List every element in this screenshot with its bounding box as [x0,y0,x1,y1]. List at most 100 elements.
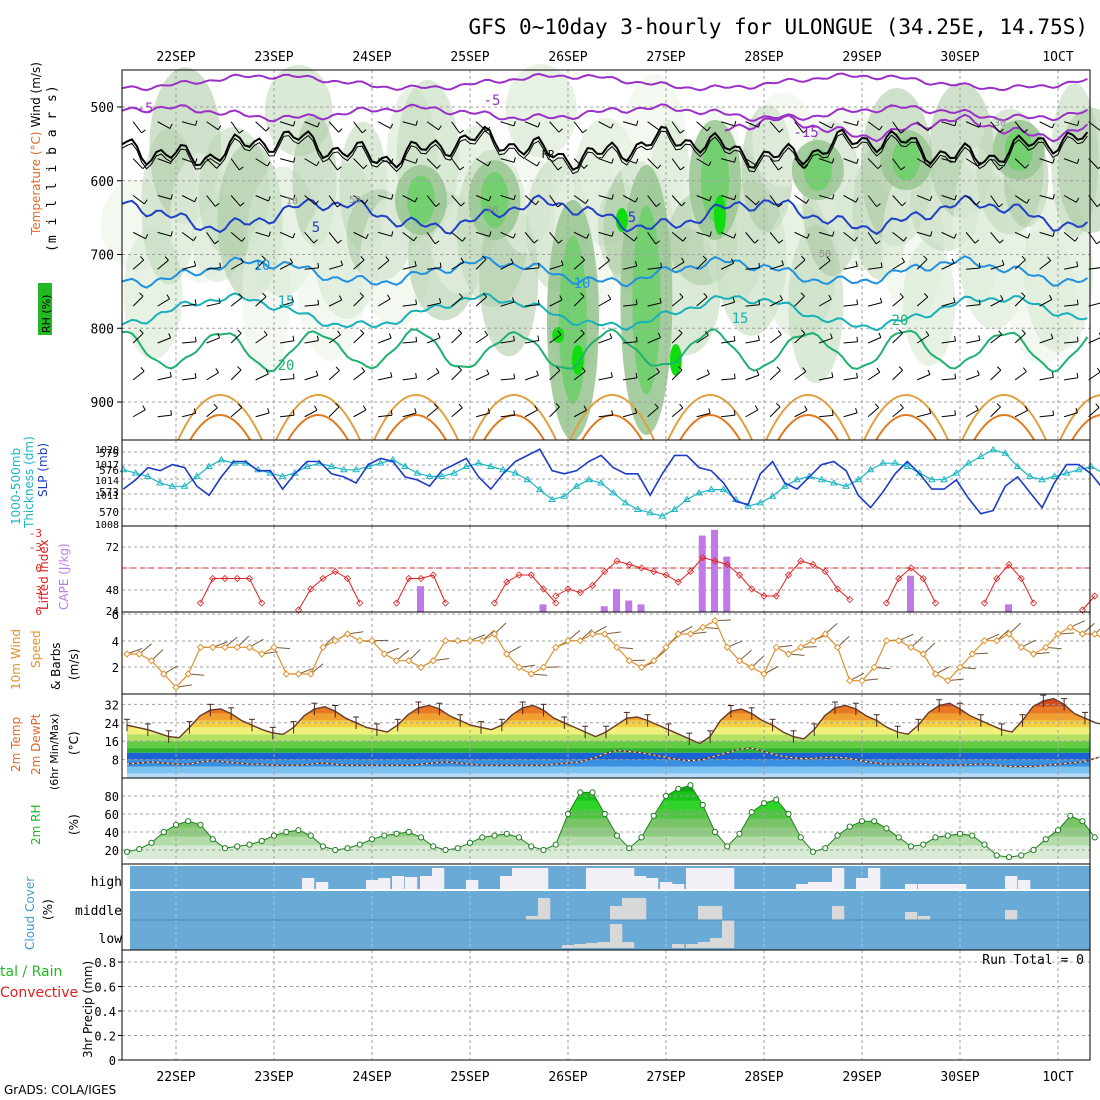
slp-tick: 1014 [95,476,119,487]
wind-barb [451,369,462,381]
wind-barb [475,121,487,132]
wind-barb [378,414,393,418]
wind-barb-flag [733,335,736,341]
wind-barb [647,407,659,418]
contour-label: 50 [349,195,361,206]
wind10m-point [821,630,829,638]
low-cloud-bar [710,938,723,948]
wind10m-barb [224,636,238,648]
rh2m-point [381,832,388,839]
lifted-index-point [772,592,780,600]
wind-barb [206,372,219,381]
wind-barb [206,302,221,307]
rh2m-point [454,845,461,852]
rh-column-core [892,139,921,181]
wind-barb [524,232,535,244]
wind-barb-flag [487,408,491,414]
rh2m-point [981,841,988,848]
wind-barb-flag [657,164,662,169]
wind-barb-flag [856,336,859,342]
wind-barb-flag [805,198,810,204]
rh2m-point [1091,834,1098,841]
wind-barb [1014,259,1026,270]
rh2m-point [221,845,229,852]
rh2m-point [662,792,670,800]
wind-barb [206,232,216,245]
wind-barb-flag [558,128,563,133]
wind-barb-flag [635,372,638,378]
wind-barb [402,265,417,270]
contour-label: 15 [278,294,295,310]
wind-barb [671,121,681,134]
thickness-point [327,462,336,469]
wind-barb [132,158,144,170]
wind-barb [818,260,831,270]
rh2m-point [601,810,608,818]
contour-label: 30 [486,205,498,216]
wind-barb [696,296,708,307]
wind-barb-flag [1047,256,1052,261]
wind10m-point [515,663,523,672]
wind-barb [157,121,171,129]
wind10m-point [503,650,511,658]
wind-barb [377,260,390,270]
wind-barb-flag [262,292,267,298]
lifted-index-line [1082,595,1096,611]
wind-barb [402,158,416,164]
wind-barb [843,195,857,203]
wind-barb [769,264,784,270]
high-cloud-bar [672,884,685,890]
thickness-point [437,472,446,479]
lifted-index-point [625,560,633,569]
top-day-labels: 22SEP 23SEP 24SEP 25SEP 26SEP 27SEP 28SEP 29SEP… [156,50,1073,65]
wind-barb [818,337,833,344]
wind-barb-flag [390,371,393,378]
wind10m-point [294,670,303,678]
wind-barb-flag [831,158,835,164]
cloud-level-low: low [99,932,123,947]
wind-axis-label-d: (m/s) [67,649,81,680]
wind10m-point [1029,650,1038,658]
cape-bar [539,604,547,612]
wind-barb [1039,158,1054,164]
wind-barb-flag [194,197,198,203]
wind-barb-flag [513,335,515,341]
wind-barb [1014,195,1028,204]
wind-barb [867,407,880,418]
wind-barb-flag [828,294,832,300]
wind-barb [794,333,806,344]
wind-barb-flag [362,405,367,411]
wind-barb-flag [316,161,320,167]
pressure-ticks: 500 600 700 800 900 [91,101,122,411]
wind-barb-flag [928,161,933,166]
rh2m-point [822,845,829,852]
wind-barb-flag [537,335,540,341]
wind-barb-flag [317,299,320,305]
wind10m-point [931,670,940,678]
low-cloud-bar [586,943,599,948]
lifted-index-line [396,574,446,604]
wind-barb [549,121,560,133]
cape-axis-label: CAPE (J/kg) [57,543,71,610]
wind-barb-flag [733,194,737,200]
wind10m-point [270,643,278,652]
wind10m-barb [1008,622,1022,635]
wind-barb [1014,333,1026,344]
wind-barb-flag [826,256,831,261]
rh2m-axis-label-a: 2m RH [29,805,43,846]
thickness-point [903,462,912,469]
wind-barb [304,267,319,270]
thickness-point [891,459,899,466]
wind-barb-flag [1000,294,1004,300]
wind-barb [769,334,782,344]
wind-barb-flag [1022,367,1027,372]
wind10m-point [331,636,339,645]
wind-barb-flag [709,195,712,201]
wind-barb-flag [556,366,561,371]
wind-barb-flag [1075,407,1079,413]
lifted-index-point [699,553,707,562]
wind-barb [1088,371,1100,381]
wind-barb [500,195,515,201]
wind-barb-flag [238,293,243,298]
